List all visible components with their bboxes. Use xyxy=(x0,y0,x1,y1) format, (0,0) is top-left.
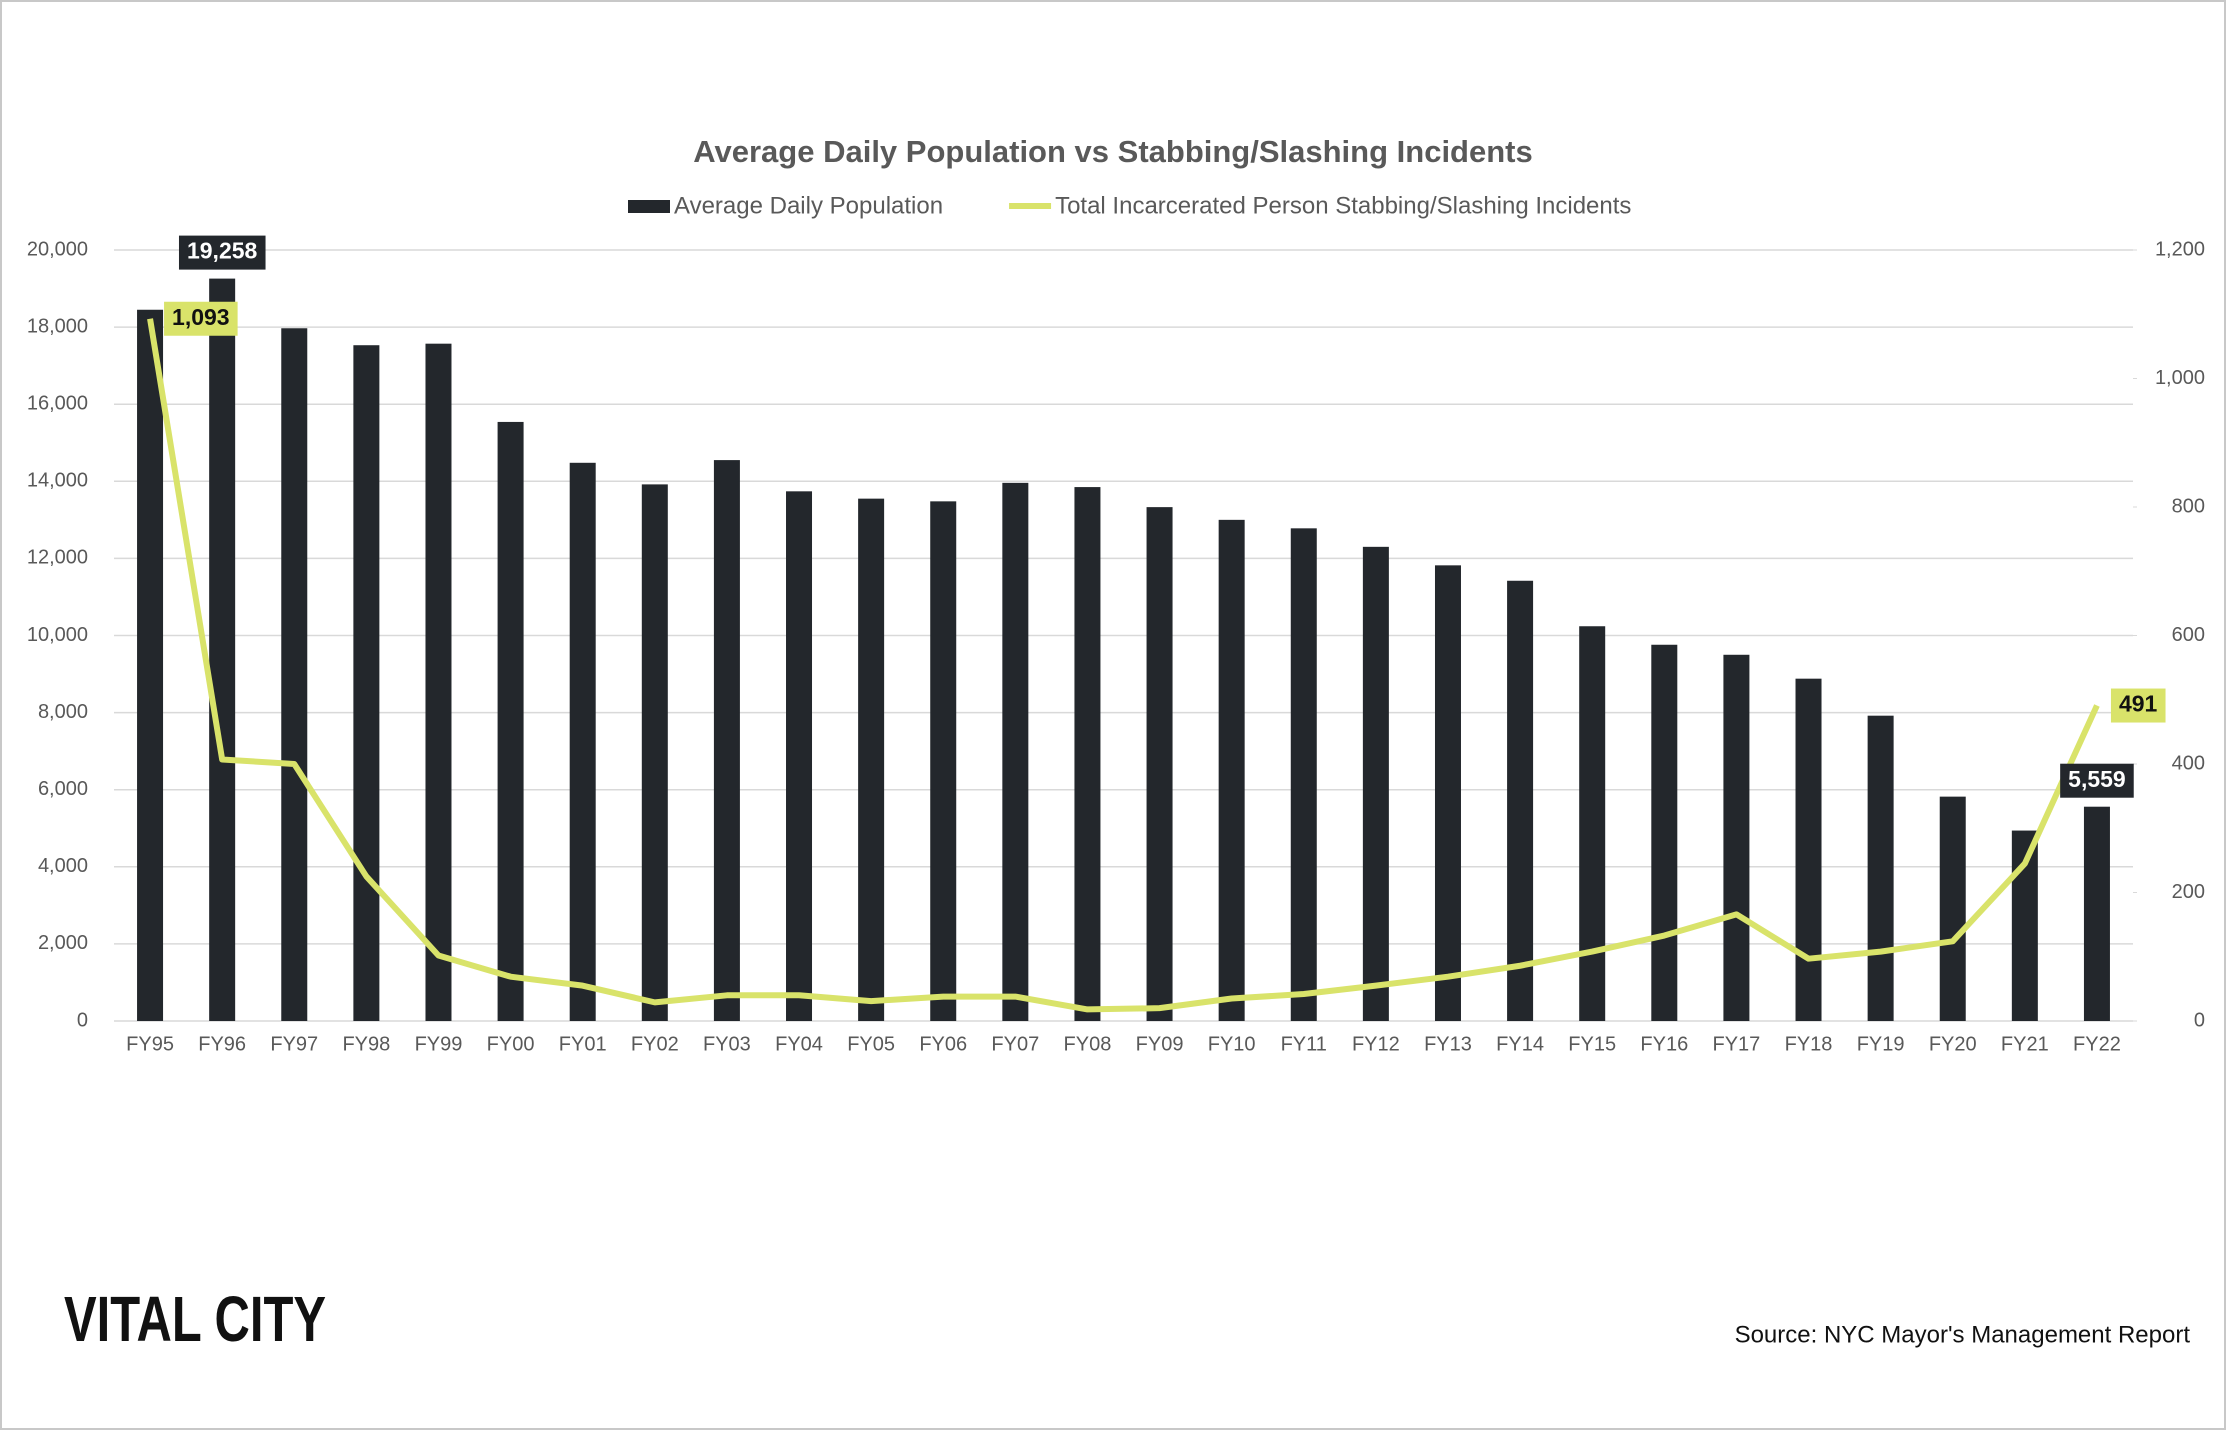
bar-value-label-box xyxy=(2060,763,2134,798)
x-tick-label: FY06 xyxy=(919,1033,967,1055)
bar xyxy=(641,484,668,1021)
bar xyxy=(1290,528,1317,1021)
x-tick-label: FY95 xyxy=(126,1033,174,1055)
bar xyxy=(569,462,596,1021)
x-tick-label: FY96 xyxy=(198,1033,246,1055)
x-tick-label: FY07 xyxy=(991,1033,1039,1055)
x-tick-label: FY03 xyxy=(703,1033,751,1055)
bar-value-label: 19,258 xyxy=(178,235,266,270)
line-value-label-box xyxy=(2110,688,2166,723)
y-tick-label: 14,000 xyxy=(27,470,88,492)
x-tick-label: FY13 xyxy=(1424,1033,1472,1055)
bar xyxy=(1362,546,1389,1021)
bar xyxy=(930,501,957,1021)
y2-tick-label: 0 xyxy=(2194,1009,2205,1031)
bar xyxy=(1651,644,1678,1021)
bar-value-label: 19,258 xyxy=(187,238,258,264)
bar xyxy=(2083,806,2110,1021)
x-tick-label: FY19 xyxy=(1857,1033,1905,1055)
y2-tick-label: 600 xyxy=(2172,624,2205,646)
y-tick-label: 18,000 xyxy=(27,315,88,337)
x-tick-label: FY14 xyxy=(1496,1033,1544,1055)
legend-label: Total Incarcerated Person Stabbing/Slash… xyxy=(1055,192,1631,219)
bar xyxy=(353,345,380,1021)
bar xyxy=(858,498,885,1022)
y2-tick-label: 800 xyxy=(2172,495,2205,517)
bar xyxy=(1723,654,1750,1021)
x-tick-label: FY02 xyxy=(631,1033,679,1055)
x-tick-label: FY16 xyxy=(1640,1033,1688,1055)
bar xyxy=(1867,715,1894,1021)
x-tick-label: FY18 xyxy=(1785,1033,1833,1055)
x-tick-label: FY09 xyxy=(1136,1033,1184,1055)
line xyxy=(147,318,2100,1013)
logo: VITAL CITY xyxy=(64,1283,326,1355)
bar xyxy=(1146,507,1173,1021)
bar xyxy=(1939,796,1966,1021)
bar-value-label: 5,559 xyxy=(2068,766,2126,792)
x-tick-label: FY21 xyxy=(2001,1033,2049,1055)
y-tick-label: 4,000 xyxy=(38,855,88,877)
bar xyxy=(1002,482,1029,1021)
bar xyxy=(209,278,236,1021)
line-value-label: 1,093 xyxy=(172,304,230,330)
y-tick-label: 2,000 xyxy=(38,932,88,954)
line-value-label: 491 xyxy=(2119,691,2158,717)
bar-value-label: 5,559 xyxy=(2060,763,2134,798)
x-tick-label: FY20 xyxy=(1929,1033,1977,1055)
bar xyxy=(137,309,164,1021)
x-tick-label: FY97 xyxy=(270,1033,318,1055)
y-tick-label: 0 xyxy=(77,1009,88,1031)
y2-tick-label: 1,200 xyxy=(2155,238,2205,260)
bar-value-label-box xyxy=(178,235,266,270)
y-tick-label: 6,000 xyxy=(38,778,88,800)
bar xyxy=(1579,626,1606,1021)
x-tick-label: FY22 xyxy=(2073,1033,2121,1055)
line-value-label-box xyxy=(164,301,238,336)
bar xyxy=(1434,565,1461,1021)
bar xyxy=(281,328,308,1022)
x-tick-label: FY12 xyxy=(1352,1033,1400,1055)
x-tick-label: FY98 xyxy=(342,1033,390,1055)
line-value-label: 1,093 xyxy=(164,301,238,336)
chart-title: Average Daily Population vs Stabbing/Sla… xyxy=(693,134,1532,169)
bar xyxy=(1507,580,1534,1021)
y-tick-label: 12,000 xyxy=(27,547,88,569)
y2-tick-label: 400 xyxy=(2172,752,2205,774)
y-tick-label: 8,000 xyxy=(38,701,88,723)
legend-swatch xyxy=(628,200,670,213)
bar xyxy=(713,460,740,1021)
bar xyxy=(425,343,452,1021)
y-tick-label: 16,000 xyxy=(27,392,88,414)
x-tick-label: FY00 xyxy=(487,1033,535,1055)
x-tick-label: FY04 xyxy=(775,1033,823,1055)
bar xyxy=(1795,678,1822,1021)
y-tick-label: 10,000 xyxy=(27,624,88,646)
y-tick-label: 20,000 xyxy=(27,238,88,260)
x-tick-label: FY05 xyxy=(847,1033,895,1055)
legend-label: Average Daily Population xyxy=(674,192,943,219)
bar xyxy=(786,491,813,1021)
bar xyxy=(1218,519,1245,1021)
source: Source: NYC Mayor's Management Report xyxy=(1735,1321,2191,1348)
x-tick-label: FY99 xyxy=(415,1033,463,1055)
x-tick-label: FY10 xyxy=(1208,1033,1256,1055)
x-tick-label: FY11 xyxy=(1281,1033,1327,1055)
bar xyxy=(1074,487,1101,1021)
line-value-label: 491 xyxy=(2110,688,2166,723)
x-tick-label: FY15 xyxy=(1568,1033,1616,1055)
x-tick-label: FY17 xyxy=(1713,1033,1761,1055)
y2-tick-label: 200 xyxy=(2172,881,2205,903)
y2-tick-label: 1,000 xyxy=(2155,367,2205,389)
x-tick-label: FY08 xyxy=(1064,1033,1112,1055)
x-tick-label: FY01 xyxy=(559,1033,607,1055)
bar xyxy=(497,421,524,1022)
